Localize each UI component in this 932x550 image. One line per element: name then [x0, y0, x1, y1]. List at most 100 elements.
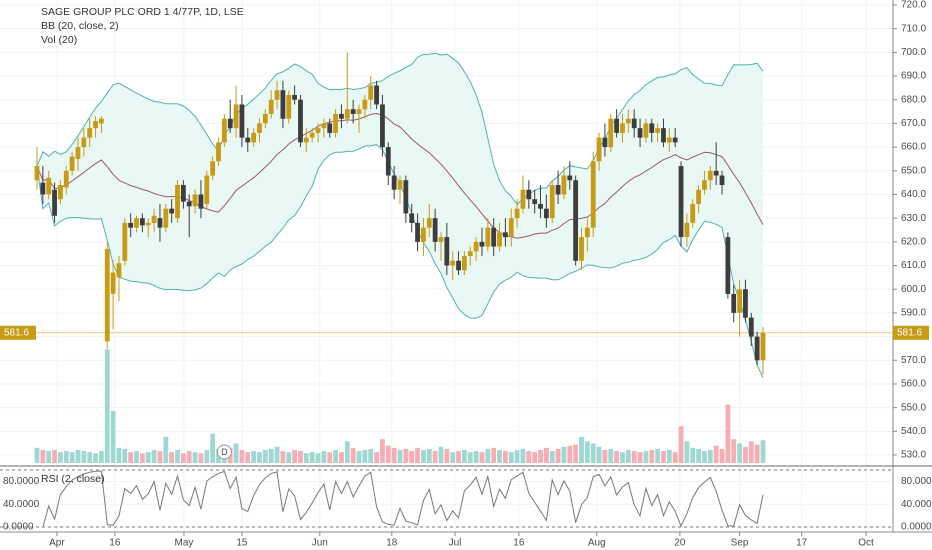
candle-body: [672, 137, 678, 143]
volume-bar: [380, 439, 385, 463]
volume-bar: [743, 446, 748, 463]
volume-bar: [145, 452, 151, 463]
candle-body: [713, 170, 719, 176]
candle-body: [643, 123, 649, 138]
candle-body: [491, 227, 497, 247]
volume-bar: [139, 453, 145, 463]
candle-body: [321, 123, 327, 129]
x-tick-label: Apr: [49, 538, 65, 549]
candle-body: [602, 137, 608, 148]
volume-bar: [456, 451, 461, 463]
volume-bar: [432, 451, 438, 463]
candle-body: [462, 256, 467, 271]
candle-body: [245, 137, 251, 143]
candle-body: [702, 180, 707, 190]
candle-body: [625, 118, 631, 124]
volume-bar: [409, 451, 415, 463]
candle-body: [262, 113, 268, 124]
volume-bar: [702, 451, 707, 463]
volume-bar: [356, 451, 362, 463]
candle-body: [339, 113, 344, 119]
candle-body: [356, 109, 362, 114]
volume-bar: [374, 452, 379, 463]
candle-body: [268, 99, 274, 114]
candle-body: [497, 232, 502, 247]
candle-body: [99, 118, 104, 124]
x-tick-label: Aug: [588, 538, 606, 549]
y-tick-label: 720.0: [901, 0, 926, 11]
volume-bar: [245, 452, 251, 463]
candle-body: [233, 104, 239, 129]
volume-bar: [672, 452, 678, 463]
volume-bar: [151, 450, 157, 463]
volume-bar: [713, 445, 719, 463]
y-tick-label: 660.0: [901, 142, 926, 153]
candle-body: [473, 241, 479, 252]
candle-body: [684, 222, 690, 238]
y-tick-label: 550.0: [901, 402, 926, 413]
volume-bar: [655, 448, 661, 463]
y-tick-label: 530.0: [901, 450, 926, 461]
volume-bar: [666, 450, 672, 463]
event-marker-label: D: [221, 447, 228, 457]
candle-body: [163, 208, 169, 228]
candle-body: [75, 147, 81, 159]
volume-bar: [643, 451, 649, 463]
candle-body: [391, 175, 397, 190]
chart-title: SAGE GROUP PLC ORD 1 4/77P, 1D, LSE: [41, 6, 244, 18]
volume-bar: [614, 451, 620, 463]
candle-body: [450, 260, 456, 266]
candle-body: [128, 222, 134, 228]
volume-bar: [637, 452, 643, 463]
volume-bar: [596, 446, 602, 463]
volume-bar: [204, 450, 210, 463]
volume-bar: [262, 450, 268, 463]
x-tick-label: 16: [513, 538, 525, 549]
volume-bar: [175, 450, 180, 463]
volume-bar: [403, 448, 409, 463]
candle-body: [110, 272, 116, 294]
volume-bar: [344, 441, 350, 463]
candle-body: [251, 132, 257, 143]
candle-body: [637, 128, 643, 138]
candle-body: [479, 241, 485, 247]
candle-body: [81, 137, 87, 148]
y-tick-label: 0.0000: [901, 522, 932, 533]
candle-body: [608, 118, 614, 148]
candle-body: [543, 208, 549, 219]
candle-body: [555, 185, 561, 195]
volume-bar: [46, 451, 52, 463]
volume-bar: [93, 453, 98, 463]
volume-bar: [421, 450, 426, 463]
volume-bar: [661, 451, 666, 463]
x-tick-label: 17: [796, 538, 808, 549]
candle-body: [649, 123, 655, 133]
volume-bar: [268, 448, 274, 463]
candle-body: [362, 99, 368, 110]
volume-bar: [678, 426, 684, 463]
volume-bar: [169, 452, 175, 463]
volume-bar: [116, 447, 122, 463]
candle-body: [239, 104, 245, 138]
y-tick-label: 540.0: [901, 426, 926, 437]
candle-body: [561, 175, 567, 195]
volume-bar: [274, 446, 280, 463]
volume-bar: [631, 451, 637, 463]
volume-bar: [462, 450, 467, 463]
volume-bar: [52, 450, 57, 463]
volume-bar: [63, 451, 69, 463]
x-tick-label: Oct: [858, 538, 874, 549]
x-tick-label: Sep: [731, 538, 749, 549]
volume-bar: [163, 437, 169, 463]
candle-body: [69, 156, 75, 171]
volume-bar: [602, 450, 608, 463]
volume-bar: [339, 452, 344, 463]
volume-bar: [502, 451, 508, 463]
y-tick-label: 80.0000: [3, 476, 40, 487]
indicator-label: Vol (20): [41, 34, 77, 46]
volume-bar: [69, 452, 75, 463]
volume-bar: [649, 450, 655, 463]
y-tick-label: 710.0: [901, 23, 926, 34]
candle-body: [145, 222, 151, 226]
x-tick-label: May: [175, 538, 194, 549]
